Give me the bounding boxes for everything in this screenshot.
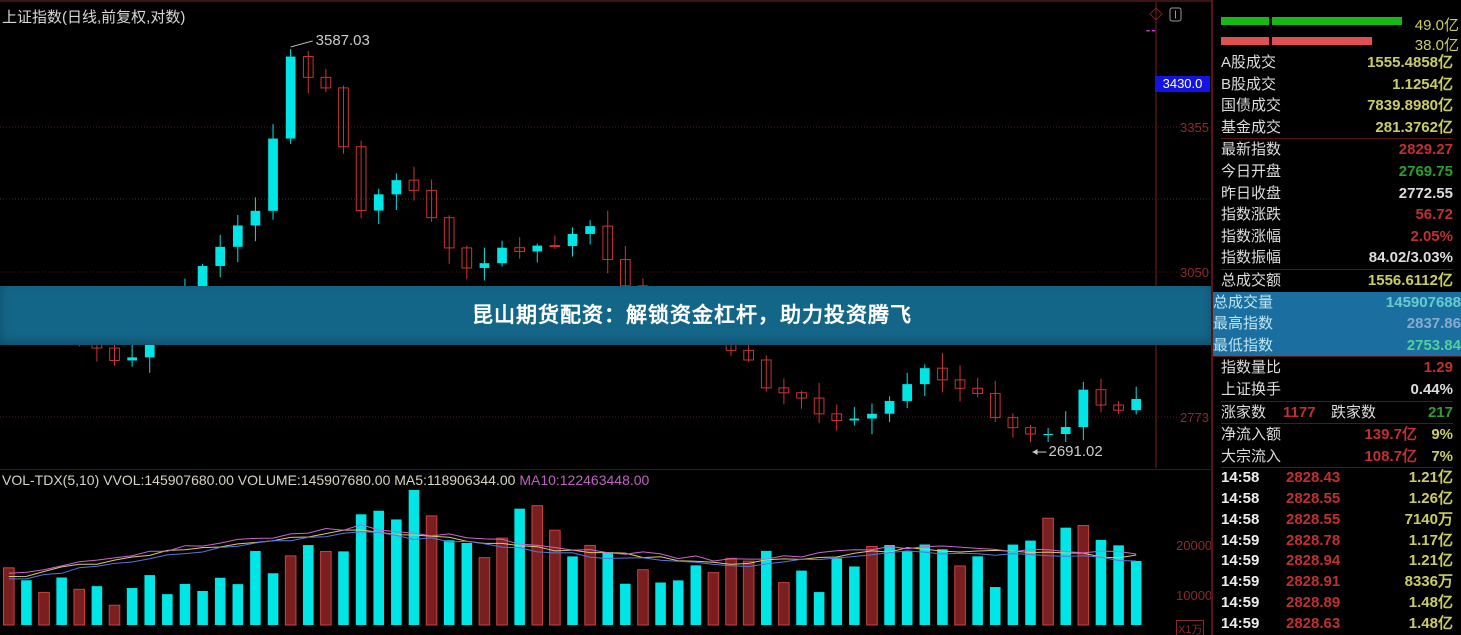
svg-text:3587.03: 3587.03 — [316, 32, 370, 49]
svg-text:2691.02: 2691.02 — [1049, 443, 1103, 460]
